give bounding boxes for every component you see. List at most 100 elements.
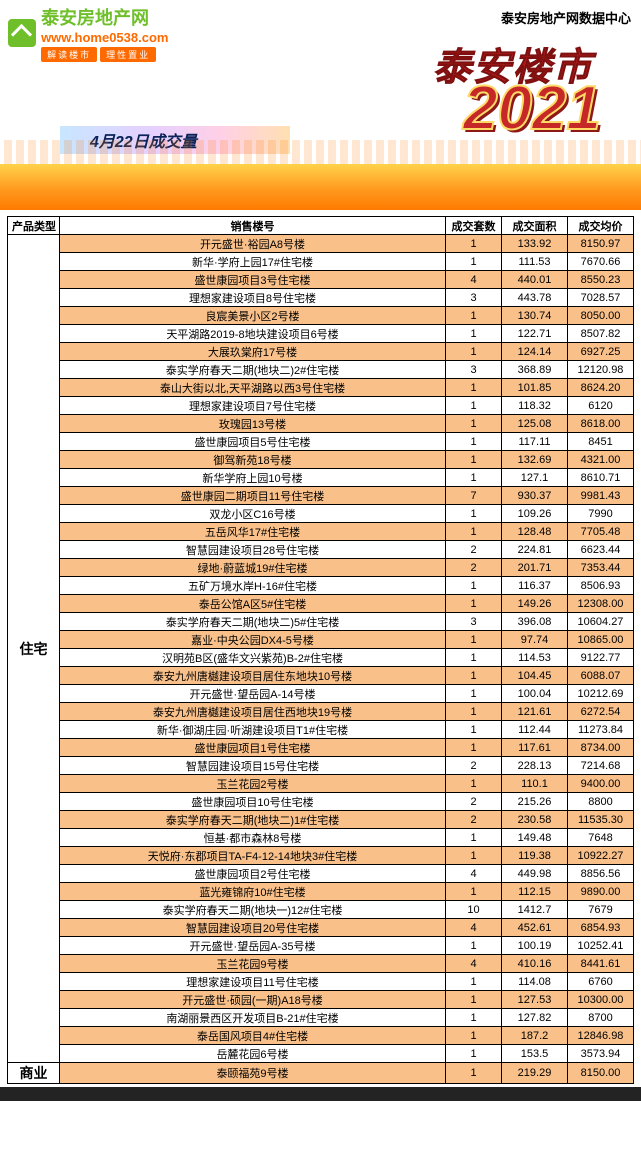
qty-cell: 1	[446, 649, 502, 667]
price-cell: 7679	[568, 901, 634, 919]
qty-cell: 1	[446, 379, 502, 397]
table-row: 五矿万境水岸H-16#住宅楼1116.378506.93	[8, 577, 634, 595]
qty-cell: 1	[446, 235, 502, 253]
report-year: 2021	[463, 78, 601, 140]
name-cell: 理想家建设项目11号住宅楼	[60, 973, 446, 991]
name-cell: 恒基·都市森林8号楼	[60, 829, 446, 847]
site-name: 泰安房地产网	[41, 8, 149, 28]
name-cell: 理想家建设项目7号住宅楼	[60, 397, 446, 415]
price-cell: 9890.00	[568, 883, 634, 901]
table-row: 玉兰花园9号楼4410.168441.61	[8, 955, 634, 973]
name-cell: 智慧园建设项目15号住宅楼	[60, 757, 446, 775]
qty-cell: 1	[446, 343, 502, 361]
table-row: 住宅开元盛世·裕园A8号楼1133.928150.97	[8, 235, 634, 253]
area-cell: 117.11	[502, 433, 568, 451]
table-row: 盛世康园项目2号住宅楼4449.988856.56	[8, 865, 634, 883]
price-cell: 8800	[568, 793, 634, 811]
name-cell: 汉明苑B区(盛华文兴紫苑)B-2#住宅楼	[60, 649, 446, 667]
name-cell: 新华·学府上园17#住宅楼	[60, 253, 446, 271]
qty-cell: 2	[446, 793, 502, 811]
qty-cell: 1	[446, 325, 502, 343]
area-cell: 100.04	[502, 685, 568, 703]
price-cell: 6854.93	[568, 919, 634, 937]
table-row: 智慧园建设项目28号住宅楼2224.816623.44	[8, 541, 634, 559]
area-cell: 930.37	[502, 487, 568, 505]
area-cell: 133.92	[502, 235, 568, 253]
table-row: 盛世康园项目1号住宅楼1117.618734.00	[8, 739, 634, 757]
qty-cell: 1	[446, 829, 502, 847]
qty-cell: 1	[446, 523, 502, 541]
area-cell: 114.53	[502, 649, 568, 667]
area-cell: 224.81	[502, 541, 568, 559]
qty-cell: 1	[446, 451, 502, 469]
area-cell: 114.08	[502, 973, 568, 991]
table-row: 玫瑰园13号楼1125.088618.00	[8, 415, 634, 433]
qty-cell: 1	[446, 433, 502, 451]
qty-cell: 3	[446, 361, 502, 379]
name-cell: 盛世康园项目5号住宅楼	[60, 433, 446, 451]
name-cell: 玉兰花园9号楼	[60, 955, 446, 973]
qty-cell: 1	[446, 1027, 502, 1045]
footer-bar	[0, 1087, 641, 1101]
price-cell: 10300.00	[568, 991, 634, 1009]
qty-cell: 1	[446, 973, 502, 991]
name-cell: 开元盛世·望岳园A-14号楼	[60, 685, 446, 703]
qty-cell: 1	[446, 1009, 502, 1027]
data-center-label: 泰安房地产网数据中心	[501, 8, 631, 27]
area-cell: 116.37	[502, 577, 568, 595]
price-cell: 3573.94	[568, 1045, 634, 1063]
price-cell: 7353.44	[568, 559, 634, 577]
qty-cell: 3	[446, 289, 502, 307]
price-cell: 7214.68	[568, 757, 634, 775]
table-row: 良宸美景小区2号楼1130.748050.00	[8, 307, 634, 325]
table-row: 盛世康园项目10号住宅楼2215.268800	[8, 793, 634, 811]
area-cell: 124.14	[502, 343, 568, 361]
table-row: 绿地·蔚蓝城19#住宅楼2201.717353.44	[8, 559, 634, 577]
table-row: 南湖丽景西区开发项目B-21#住宅楼1127.828700	[8, 1009, 634, 1027]
qty-cell: 4	[446, 865, 502, 883]
price-cell: 6088.07	[568, 667, 634, 685]
area-cell: 228.13	[502, 757, 568, 775]
area-cell: 149.26	[502, 595, 568, 613]
name-cell: 泰安九州唐樾建设项目居住西地块19号楼	[60, 703, 446, 721]
name-cell: 泰安九州唐樾建设项目居住东地块10号楼	[60, 667, 446, 685]
name-cell: 泰颐福苑9号楼	[60, 1063, 446, 1084]
name-cell: 盛世康园项目1号住宅楼	[60, 739, 446, 757]
table-row: 岳麓花园6号楼1153.53573.94	[8, 1045, 634, 1063]
price-cell: 10604.27	[568, 613, 634, 631]
table-row: 泰山大街以北,天平湖路以西3号住宅楼1101.858624.20	[8, 379, 634, 397]
area-cell: 449.98	[502, 865, 568, 883]
qty-cell: 1	[446, 1045, 502, 1063]
area-cell: 201.71	[502, 559, 568, 577]
table-row: 双龙小区C16号楼1109.267990	[8, 505, 634, 523]
qty-cell: 1	[446, 703, 502, 721]
name-cell: 盛世康园项目2号住宅楼	[60, 865, 446, 883]
price-cell: 8150.00	[568, 1063, 634, 1084]
area-cell: 153.5	[502, 1045, 568, 1063]
area-cell: 118.32	[502, 397, 568, 415]
table-row: 盛世康园项目3号住宅楼4440.018550.23	[8, 271, 634, 289]
price-cell: 8734.00	[568, 739, 634, 757]
name-cell: 新华·御湖庄园·听湖建设项目T1#住宅楼	[60, 721, 446, 739]
qty-cell: 10	[446, 901, 502, 919]
qty-cell: 2	[446, 541, 502, 559]
table-row: 理想家建设项目11号住宅楼1114.086760	[8, 973, 634, 991]
price-cell: 11535.30	[568, 811, 634, 829]
table-row: 理想家建设项目7号住宅楼1118.326120	[8, 397, 634, 415]
area-cell: 110.1	[502, 775, 568, 793]
col-category: 产品类型	[8, 217, 60, 235]
area-cell: 452.61	[502, 919, 568, 937]
table-row: 泰实学府春天二期(地块二)5#住宅楼3396.0810604.27	[8, 613, 634, 631]
table-row: 恒基·都市森林8号楼1149.487648	[8, 829, 634, 847]
col-area: 成交面积	[502, 217, 568, 235]
area-cell: 111.53	[502, 253, 568, 271]
name-cell: 开元盛世·望岳园A-35号楼	[60, 937, 446, 955]
table-row: 泰岳国风项目4#住宅楼1187.212846.98	[8, 1027, 634, 1045]
qty-cell: 1	[446, 685, 502, 703]
name-cell: 新华学府上园10号楼	[60, 469, 446, 487]
name-cell: 岳麓花园6号楼	[60, 1045, 446, 1063]
area-cell: 127.82	[502, 1009, 568, 1027]
area-cell: 396.08	[502, 613, 568, 631]
table-row: 泰安九州唐樾建设项目居住东地块10号楼1104.456088.07	[8, 667, 634, 685]
report-header: 泰安房地产网 www.home0538.com 解读楼市 理性置业 泰安房地产网…	[0, 0, 641, 210]
